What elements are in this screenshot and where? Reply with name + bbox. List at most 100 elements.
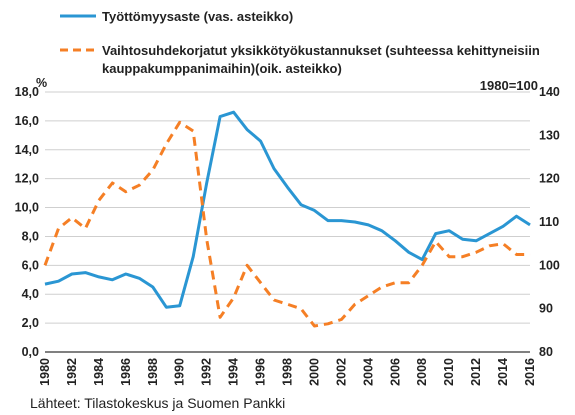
data-point xyxy=(111,182,113,184)
data-point xyxy=(394,282,396,284)
data-point xyxy=(273,299,275,301)
legend-label-unit-labour-costs-line1: Vaihtosuhdekorjatut yksikkötyökustannuks… xyxy=(102,43,540,58)
data-point xyxy=(515,215,517,217)
legend-label-unit-labour-costs-line2: kauppakumppanimaihin)(oik. asteikko) xyxy=(102,61,342,76)
x-axis-tick-label: 1992 xyxy=(200,358,214,386)
data-point xyxy=(152,286,154,288)
data-point xyxy=(313,325,315,327)
right-axis-tick-label: 80 xyxy=(539,345,553,359)
right-axis-index-note: 1980=100 xyxy=(480,78,538,93)
data-point xyxy=(44,283,46,285)
x-axis-ticks: 1980 1982 1984 1986 1988 1990 1992 1994 1996 1998… xyxy=(38,358,537,386)
x-axis-tick-label: 2016 xyxy=(523,358,537,386)
data-point xyxy=(340,219,342,221)
data-point xyxy=(529,253,531,255)
left-axis-tick-label: 2,0 xyxy=(22,316,39,330)
data-point xyxy=(367,295,369,297)
data-point xyxy=(71,217,73,219)
data-point xyxy=(381,230,383,232)
left-axis-tick-label: 14,0 xyxy=(15,143,39,157)
data-point xyxy=(246,264,248,266)
x-axis-tick-label: 2000 xyxy=(307,358,321,386)
data-point xyxy=(206,182,208,184)
data-point xyxy=(408,282,410,284)
legend: Työttömyysaste (vas. asteikko) Vaihtosuh… xyxy=(60,9,540,76)
x-axis-tick-label: 1990 xyxy=(173,358,187,386)
data-point xyxy=(408,251,410,253)
data-point xyxy=(179,121,181,123)
data-point xyxy=(192,130,194,132)
data-point xyxy=(340,318,342,320)
data-point xyxy=(461,238,463,240)
left-axis-tick-label: 6,0 xyxy=(22,258,39,272)
data-point xyxy=(529,224,531,226)
data-point xyxy=(57,227,59,229)
data-point xyxy=(448,256,450,258)
data-point xyxy=(259,282,261,284)
data-point xyxy=(98,199,100,201)
data-point xyxy=(435,232,437,234)
data-point xyxy=(98,276,100,278)
data-point xyxy=(232,111,234,113)
left-axis-tick-label: 16,0 xyxy=(15,114,39,128)
data-point xyxy=(206,238,208,240)
data-point xyxy=(125,273,127,275)
data-point xyxy=(219,115,221,117)
data-point xyxy=(421,258,423,260)
left-axis-tick-label: 12,0 xyxy=(15,172,39,186)
data-point xyxy=(448,230,450,232)
data-point xyxy=(219,316,221,318)
data-point xyxy=(488,232,490,234)
x-axis-tick-label: 1980 xyxy=(38,358,52,386)
x-axis-tick-label: 2010 xyxy=(442,358,456,386)
right-axis-ticks: 80 90 100 110 120 130 140 xyxy=(539,85,560,359)
data-point xyxy=(313,209,315,211)
data-point xyxy=(300,204,302,206)
data-point xyxy=(246,128,248,130)
left-axis-tick-label: 0,0 xyxy=(22,345,39,359)
x-axis-tick-label: 2006 xyxy=(388,358,402,386)
data-point xyxy=(286,186,288,188)
series-line-unemployment xyxy=(44,110,531,309)
source-note: Lähteet: Tilastokeskus ja Suomen Pankki xyxy=(30,395,285,411)
right-axis-tick-label: 120 xyxy=(539,172,560,186)
data-point xyxy=(111,279,113,281)
x-axis-tick-label: 1988 xyxy=(146,358,160,386)
data-point xyxy=(192,256,194,258)
data-point xyxy=(367,224,369,226)
data-point xyxy=(475,240,477,242)
data-point xyxy=(327,219,329,221)
left-axis-unit: % xyxy=(36,76,47,90)
right-axis-tick-label: 130 xyxy=(539,128,560,142)
x-axis-tick-label: 2014 xyxy=(496,358,510,386)
data-point xyxy=(394,240,396,242)
legend-label-unemployment: Työttömyysaste (vas. asteikko) xyxy=(102,9,293,24)
data-point xyxy=(152,169,154,171)
data-point xyxy=(381,286,383,288)
data-point xyxy=(179,305,181,307)
data-point xyxy=(232,297,234,299)
left-axis-tick-label: 8,0 xyxy=(22,229,39,243)
left-axis-tick-label: 18,0 xyxy=(15,85,39,99)
x-axis-tick-label: 2012 xyxy=(469,358,483,386)
right-axis-tick-label: 140 xyxy=(539,85,560,99)
data-point xyxy=(125,191,127,193)
data-point xyxy=(138,277,140,279)
data-point xyxy=(286,303,288,305)
data-point xyxy=(354,303,356,305)
data-point xyxy=(71,273,73,275)
data-point xyxy=(84,227,86,229)
data-point xyxy=(327,323,329,325)
left-axis-tick-label: 4,0 xyxy=(22,287,39,301)
right-axis-tick-label: 90 xyxy=(539,302,553,316)
data-point xyxy=(44,264,46,266)
x-axis-tick-label: 1994 xyxy=(227,358,241,386)
right-axis-tick-label: 100 xyxy=(539,258,560,272)
data-point xyxy=(502,243,504,245)
left-axis-tick-label: 10,0 xyxy=(15,201,39,215)
data-point xyxy=(488,245,490,247)
data-point xyxy=(165,143,167,145)
data-point xyxy=(435,240,437,242)
series-layer xyxy=(43,110,531,328)
